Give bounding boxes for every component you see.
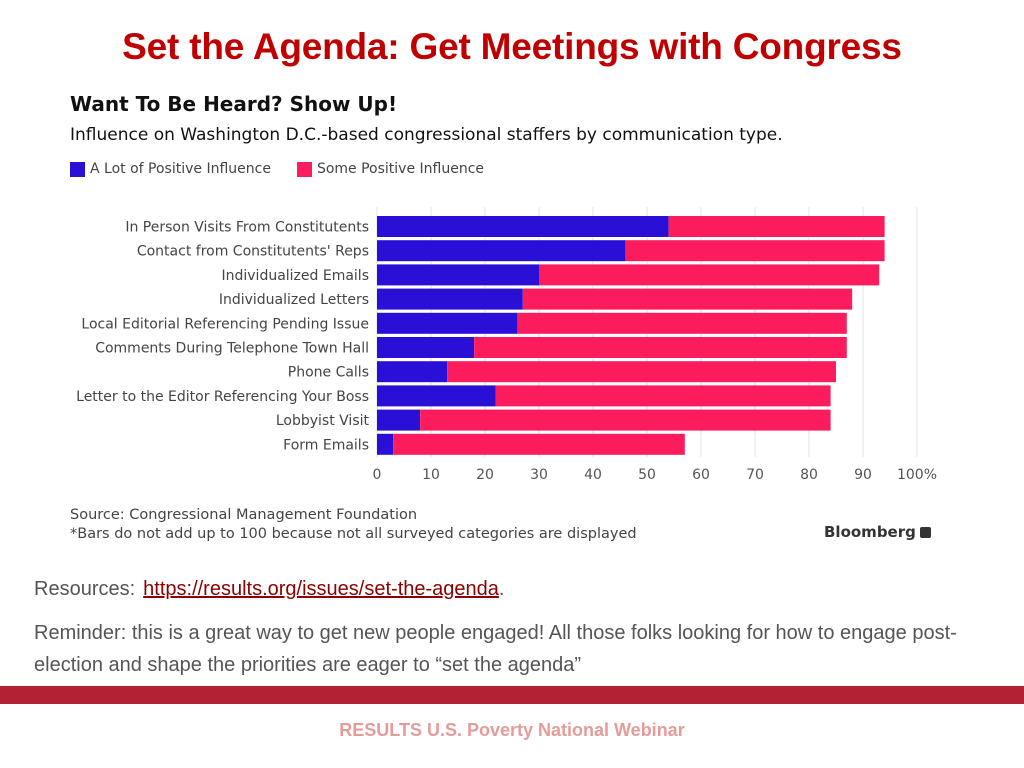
- x-tick-label-0: 0: [373, 467, 382, 483]
- bar-comments-during-telephone-town-hall-some: [474, 337, 847, 358]
- bar-form-emails-some: [393, 433, 685, 455]
- bar-local-editorial-referencing-pending-issue-a-lot: [377, 312, 518, 334]
- bar-letter-to-the-editor-referencing-your-boss-a-lot: [377, 385, 496, 407]
- resources-line: Resources: https://results.org/issues/set…: [34, 578, 504, 601]
- resources-suffix: .: [498, 578, 505, 600]
- bar-contact-from-constitutents-reps-a-lot: [377, 240, 626, 262]
- bar-letter-to-the-editor-referencing-your-boss-some: [495, 385, 831, 407]
- bar-lobbyist-visit-a-lot: [377, 409, 421, 431]
- chart-source-block: Source: Congressional Management Foundat…: [70, 506, 637, 544]
- x-tick-label-50: 50: [638, 467, 656, 483]
- category-label-in-person-visits-from-constitutents: In Person Visits From Constitutents: [125, 220, 369, 236]
- category-label-individualized-letters: Individualized Letters: [219, 292, 369, 308]
- bar-individualized-emails-a-lot: [377, 264, 539, 286]
- category-label-individualized-emails: Individualized Emails: [221, 268, 369, 284]
- x-tick-label-90: 90: [854, 467, 872, 483]
- bar-in-person-visits-from-constitutents-a-lot: [377, 216, 669, 237]
- chart-title: Want To Be Heard? Show Up!: [70, 92, 398, 116]
- reminder-text: Reminder: this is a great way to get new…: [34, 622, 957, 676]
- legend-label-some: Some Positive Influence: [316, 161, 485, 177]
- x-tick-label-80: 80: [800, 467, 818, 483]
- category-label-contact-from-constitutents-reps: Contact from Constitutents' Reps: [137, 244, 369, 260]
- bar-contact-from-constitutents-reps-some: [625, 240, 885, 262]
- footer-band: [0, 686, 1024, 704]
- legend-item-a-lot: A Lot of Positive Influence: [70, 161, 271, 177]
- resources-link[interactable]: https://results.org/issues/set-the-agend…: [143, 578, 499, 600]
- category-label-comments-during-telephone-town-hall: Comments During Telephone Town Hall: [95, 341, 369, 357]
- bloomberg-chart-icon: [919, 526, 931, 538]
- bar-phone-calls-some: [447, 361, 836, 383]
- legend-swatch-a-lot: [70, 161, 85, 177]
- chart-legend: A Lot of Positive Influence Some Positiv…: [70, 161, 510, 177]
- bloomberg-logo: Bloomberg: [824, 523, 931, 541]
- chart-note: *Bars do not add up to 100 because not a…: [70, 526, 637, 542]
- bar-lobbyist-visit-some: [420, 409, 831, 431]
- x-tick-label-60: 60: [692, 467, 710, 483]
- bar-chart: 0 10 20 30 40 50 60 70 80 90 100% In Person Visits …: [76, 207, 937, 483]
- legend-label-a-lot: A Lot of Positive Influence: [90, 161, 271, 177]
- bar-individualized-letters-some: [522, 288, 853, 310]
- resources-label: Resources:: [34, 578, 136, 600]
- x-tick-label-70: 70: [746, 467, 764, 483]
- category-label-form-emails: Form Emails: [283, 437, 369, 453]
- bar-phone-calls-a-lot: [377, 361, 448, 383]
- x-tick-label-20: 20: [476, 467, 494, 483]
- x-tick-label-100: 100%: [897, 467, 937, 483]
- bar-local-editorial-referencing-pending-issue-some: [517, 312, 847, 334]
- category-label-letter-to-the-editor-referencing-your-boss: Letter to the Editor Referencing Your Bo…: [76, 389, 369, 405]
- bloomberg-logo-text: Bloomberg: [824, 523, 916, 541]
- bar-in-person-visits-from-constitutents-some: [668, 216, 885, 237]
- category-label-phone-calls: Phone Calls: [288, 365, 369, 381]
- bar-comments-during-telephone-town-hall-a-lot: [377, 337, 475, 358]
- x-tick-label-30: 30: [530, 467, 548, 483]
- footer-text: RESULTS U.S. Poverty National Webinar: [339, 720, 685, 740]
- chart-subtitle: Influence on Washington D.C.-based congr…: [70, 125, 783, 145]
- category-label-lobbyist-visit: Lobbyist Visit: [276, 413, 370, 429]
- x-tick-label-40: 40: [584, 467, 602, 483]
- x-tick-label-10: 10: [422, 467, 440, 483]
- legend-item-some: Some Positive Influence: [296, 161, 485, 177]
- bar-individualized-letters-a-lot: [377, 288, 523, 310]
- category-label-local-editorial-referencing-pending-issue: Local Editorial Referencing Pending Issu…: [81, 316, 369, 332]
- legend-swatch-some: [296, 161, 312, 177]
- chart-source: Source: Congressional Management Foundat…: [70, 507, 418, 523]
- bar-form-emails-a-lot: [377, 433, 394, 455]
- bar-individualized-emails-some: [539, 264, 880, 286]
- slide-title: Set the Agenda: Get Meetings with Congre…: [122, 26, 902, 67]
